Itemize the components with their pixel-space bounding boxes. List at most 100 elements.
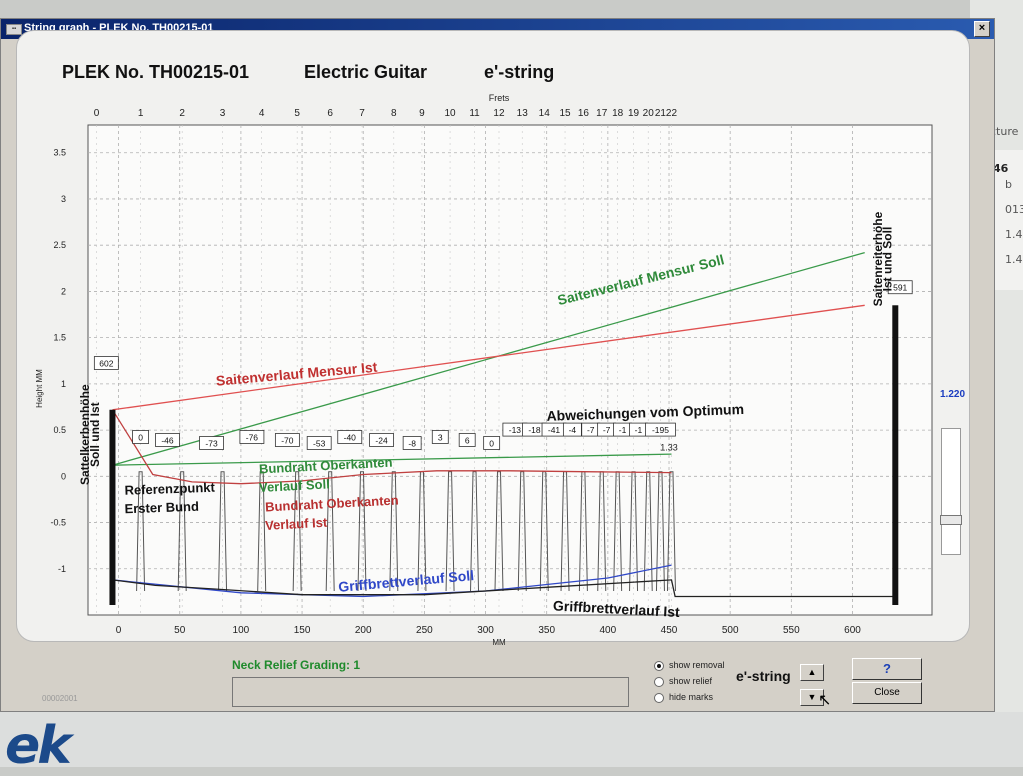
fret-wire	[357, 471, 367, 591]
x-tick-label: 350	[538, 625, 555, 636]
deviation-label: -24	[375, 435, 388, 445]
fret-wire	[325, 471, 335, 591]
saddle-value-label: 591	[893, 283, 907, 293]
deviation-label: -53	[313, 438, 326, 448]
fret-tick-label: 3	[220, 108, 226, 119]
series-line	[112, 564, 672, 598]
zoom-slider-thumb[interactable]	[940, 515, 962, 525]
arrow-up-icon: ▲	[807, 667, 817, 677]
plek-number-title: PLEK No. TH00215-01	[62, 62, 250, 82]
y-tick-label: 2.5	[53, 240, 66, 250]
radio-label: hide marks	[669, 692, 714, 702]
y-tick-label: 0	[61, 471, 66, 481]
fret-wire	[445, 471, 455, 591]
deviation-label: -18	[528, 425, 541, 435]
fret-wire	[470, 471, 480, 591]
x-tick-label: 150	[294, 625, 311, 636]
radio-label: show relief	[669, 676, 713, 686]
deviation-label-box	[274, 433, 300, 447]
background-text: b	[1005, 178, 1012, 191]
y-tick-label: 3	[61, 194, 66, 204]
x-tick-label: 400	[600, 625, 617, 636]
chart-annotation: Ist und Soll	[881, 227, 895, 292]
fret-tick-label: 6	[327, 108, 333, 119]
y-tick-label: 0.5	[53, 425, 66, 435]
fret-wire	[517, 471, 527, 591]
x-tick-label: 300	[477, 625, 494, 636]
chart-annotation: Erster Bund	[124, 499, 199, 517]
radio-hide-marks[interactable]: hide marks	[654, 692, 713, 703]
deviation-label-box	[337, 430, 363, 444]
radio-unchecked-icon	[654, 676, 664, 687]
fret-tick-label: 0	[94, 108, 100, 119]
y-tick-label: -0.5	[50, 518, 66, 528]
series-line	[112, 304, 865, 411]
fret-tick-label: 13	[517, 108, 529, 119]
fret-wire	[655, 471, 665, 591]
x-tick-label: 100	[233, 625, 250, 636]
fret-wire	[136, 471, 146, 591]
deviation-label: -4	[569, 425, 577, 435]
deviation-label: -73	[205, 438, 218, 448]
radio-show-relief[interactable]: show relief	[654, 676, 712, 687]
x-tick-label: 0	[116, 625, 122, 636]
fret-wire	[494, 471, 504, 591]
deviation-label-box	[132, 430, 149, 444]
y-tick-label: 1	[61, 379, 66, 389]
deviation-label: -7	[603, 425, 611, 435]
series-line	[112, 251, 865, 466]
series-line	[111, 409, 672, 485]
string-title: e'-string	[484, 62, 555, 82]
fret-tick-label: 1	[138, 108, 144, 119]
help-button[interactable]: ?	[852, 658, 922, 680]
app-icon: ▪▪	[6, 24, 22, 35]
nut-value-label: 602	[99, 359, 113, 369]
deviation-label: -70	[281, 435, 294, 445]
string-down-button[interactable]: ▼	[800, 689, 824, 706]
chart-annotation: Saitenreiterhöhe	[871, 211, 885, 306]
deviation-label-box	[306, 436, 332, 450]
fret-tick-label: 12	[493, 108, 505, 119]
fret-wire	[177, 471, 187, 591]
top-axis-title: Frets	[489, 93, 510, 103]
arrow-down-icon: ▼	[807, 692, 817, 702]
chart-annotation: Bundraht Oberkanten	[265, 492, 399, 514]
deviation-label: 0	[489, 438, 494, 448]
chart-annotation: Soll und Ist	[88, 402, 102, 467]
saddle-value-label-box	[887, 280, 913, 295]
mouse-cursor-icon: ↖	[818, 692, 832, 709]
radio-checked-icon	[654, 660, 664, 671]
deviation-label: 0	[138, 432, 143, 442]
radio-show-removal[interactable]: show removal	[654, 660, 725, 671]
saddle-post	[892, 305, 899, 605]
fret-tick-label: 15	[559, 108, 571, 119]
deviation-label-box	[645, 422, 676, 437]
string-up-button[interactable]: ▲	[800, 664, 824, 681]
string-selector-label: e'-string	[736, 668, 791, 684]
fret-tick-label: 14	[539, 108, 551, 119]
chart-annotation: Griffbrettverlauf Ist	[553, 597, 681, 620]
zoom-slider-track[interactable]	[941, 428, 961, 555]
close-icon[interactable]: ×	[974, 21, 990, 37]
deviation-label-box	[431, 430, 449, 444]
neck-relief-grading: Neck Relief Grading: 1	[232, 658, 361, 672]
deviation-label-box	[239, 430, 265, 444]
x-tick-label: 550	[783, 625, 800, 636]
fret-tick-label: 8	[391, 108, 397, 119]
nut-value-label-box	[93, 356, 119, 370]
y-tick-label: -1	[58, 564, 66, 574]
fret-tick-label: 20	[643, 108, 655, 119]
plot-area	[87, 124, 933, 616]
deviation-label-box	[458, 433, 476, 447]
deviation-label-box	[483, 436, 501, 450]
x-tick-label: 600	[844, 625, 861, 636]
fret-wire	[666, 471, 676, 591]
fret-tick-label: 4	[259, 108, 265, 119]
nut-post	[109, 409, 116, 605]
y-axis-title: Height MM	[35, 369, 44, 408]
deviation-label-box	[369, 433, 394, 447]
fret-wire	[218, 471, 228, 591]
x-tick-label: 200	[355, 625, 372, 636]
deviation-label: -8	[408, 438, 416, 448]
close-button[interactable]: Close	[852, 682, 922, 704]
